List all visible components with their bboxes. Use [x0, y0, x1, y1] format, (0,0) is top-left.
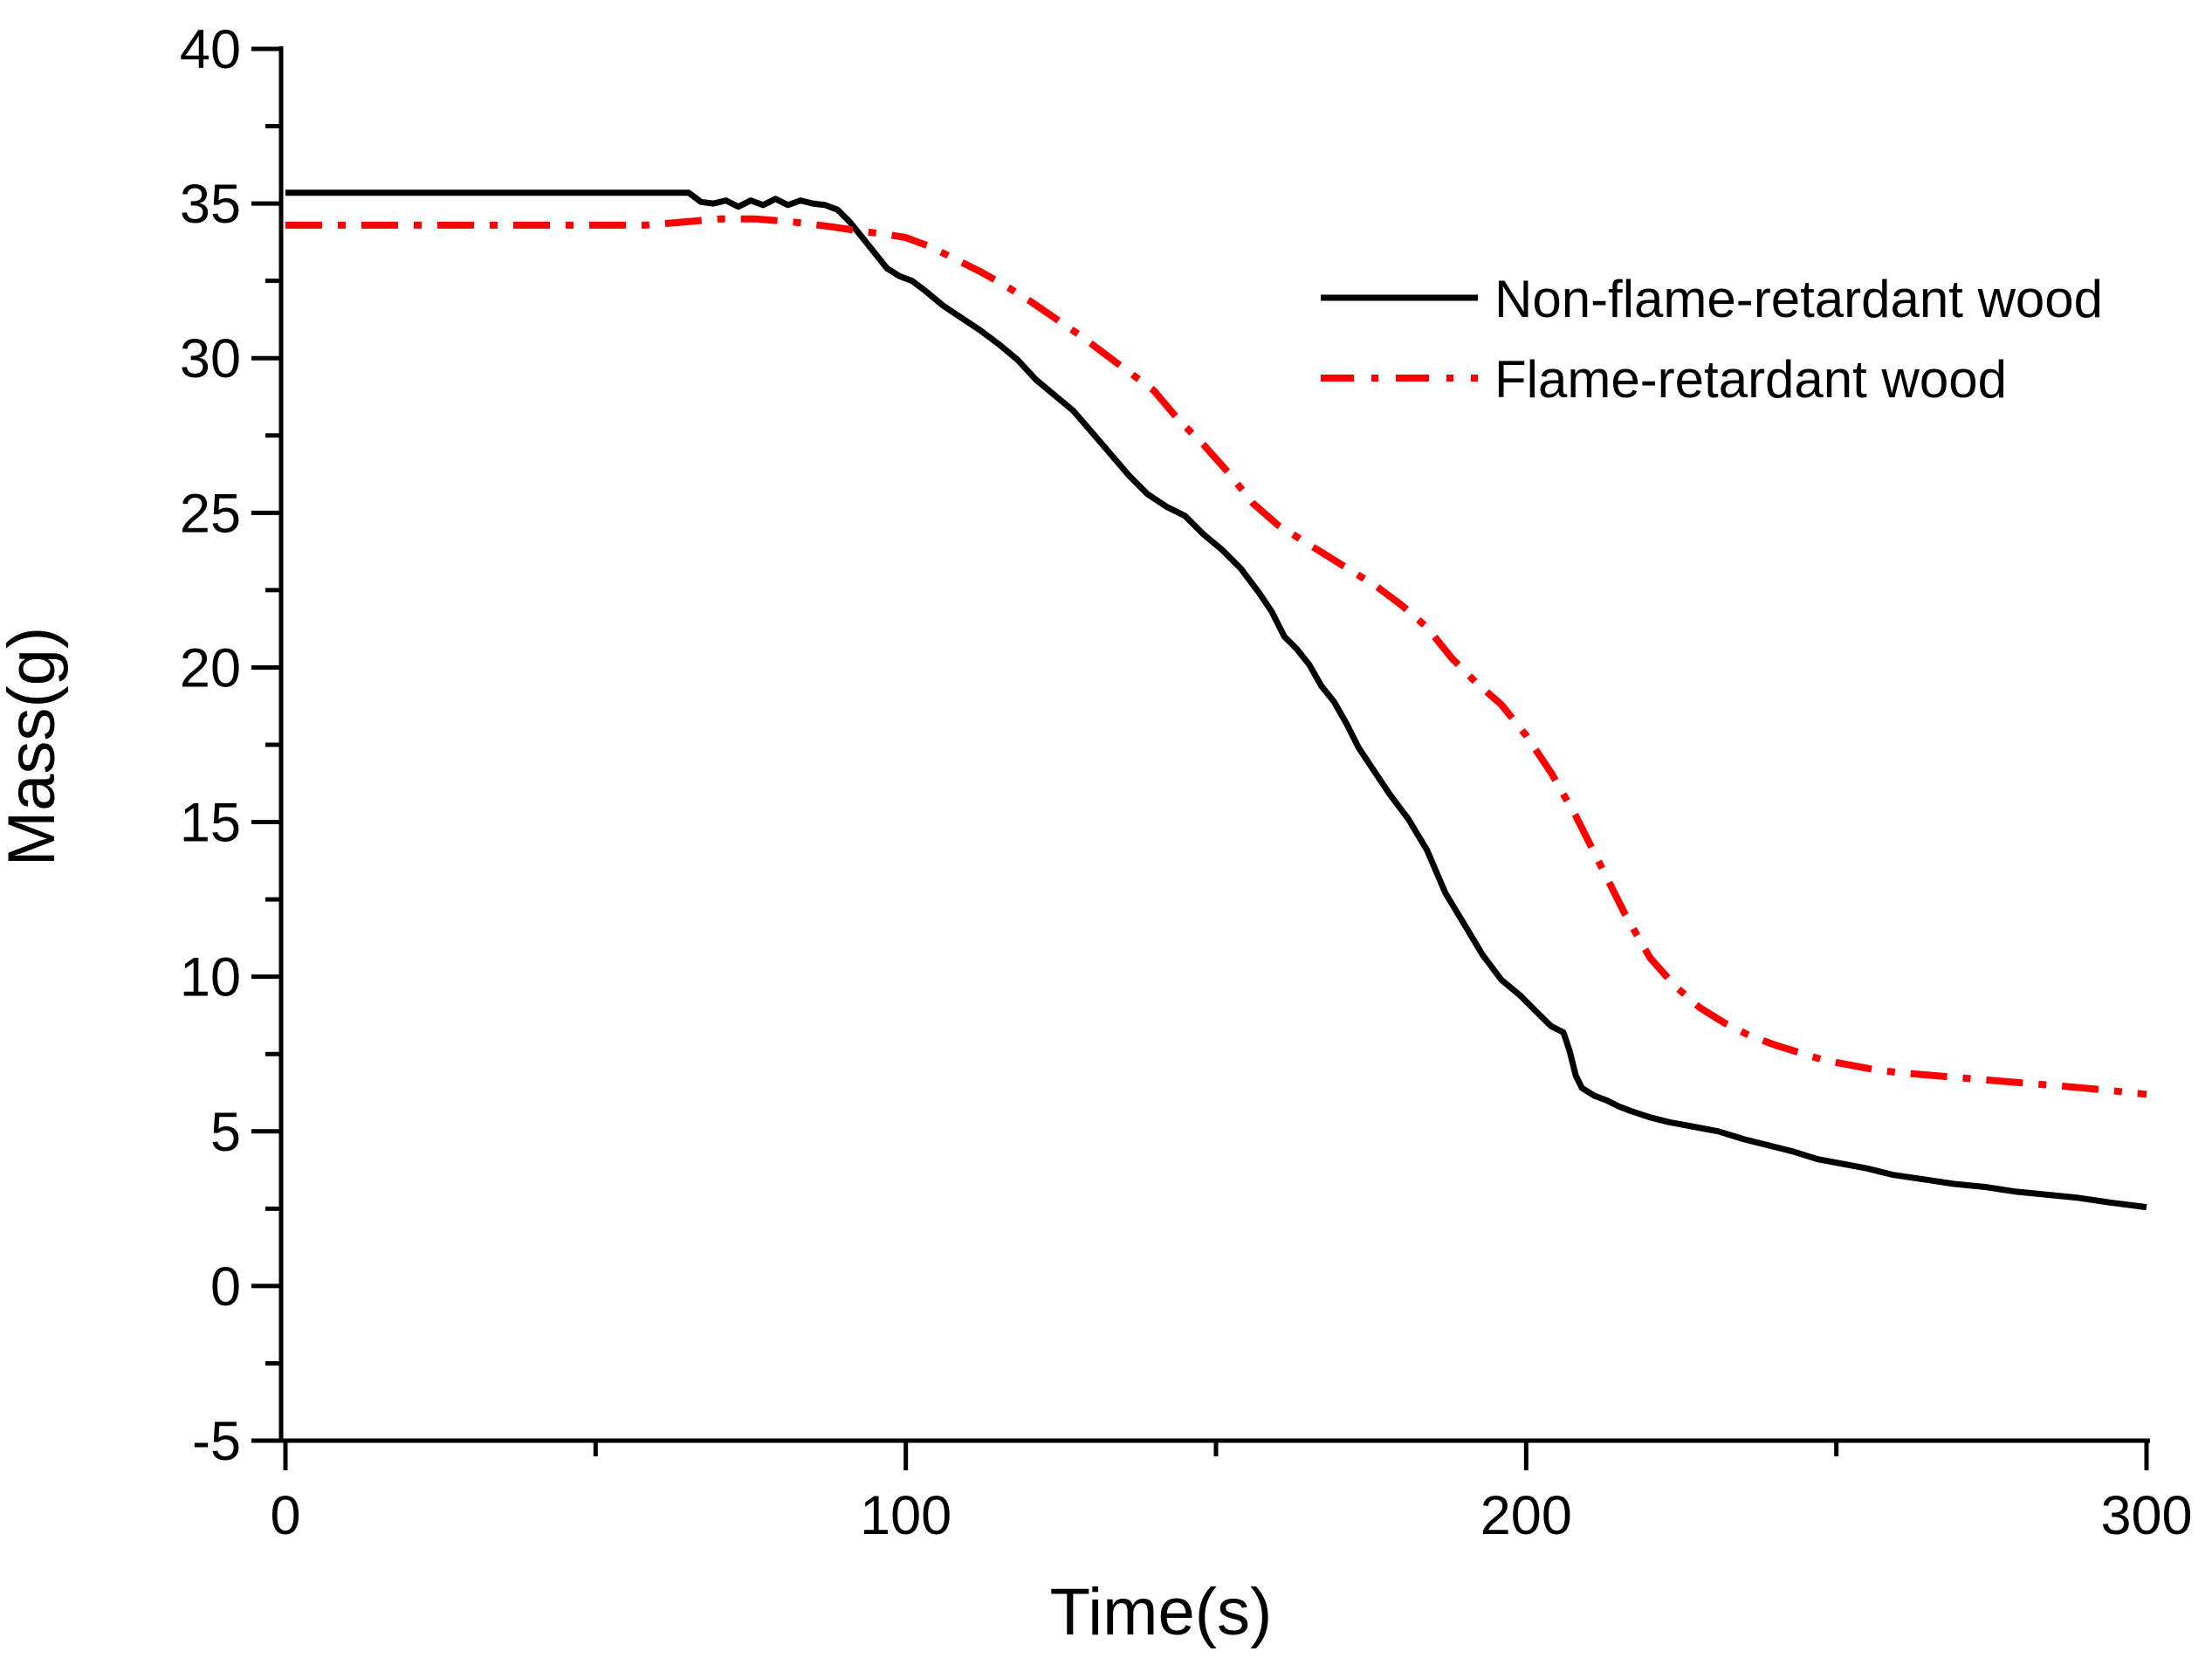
- y-tick-label: 30: [180, 328, 241, 389]
- x-tick-label: 100: [860, 1485, 951, 1546]
- series-line-flame-retardant: [285, 215, 2147, 1098]
- legend-item-non-flame-retardant: Non-flame-retardant wood: [1321, 270, 2103, 328]
- y-axis-title: Mass(g): [0, 627, 69, 866]
- data-series: [285, 189, 2147, 1211]
- x-axis-title: Time(s): [1050, 1575, 1273, 1649]
- y-tick-label: 10: [180, 947, 241, 1008]
- x-tick-label: 300: [2100, 1485, 2192, 1546]
- y-tick-label: 40: [180, 19, 241, 80]
- legend-item-flame-retardant: Flame-retardant wood: [1321, 350, 2007, 409]
- series-line-non-flame-retardant: [285, 189, 2147, 1211]
- legend-label-non-flame-retardant: Non-flame-retardant wood: [1494, 270, 2103, 328]
- y-tick-label: 5: [210, 1102, 241, 1163]
- x-tick-label: 0: [270, 1485, 300, 1546]
- x-tick-label: 200: [1480, 1485, 1572, 1546]
- y-tick-label: 25: [180, 483, 241, 544]
- y-tick-label: 20: [180, 637, 241, 698]
- y-tick-label: 35: [180, 174, 241, 235]
- y-tick-label: -5: [192, 1411, 241, 1472]
- axis-tick-labels: 40 35 30 25 20 15 10 5 0 -5 0 100 200 300: [180, 19, 2193, 1546]
- y-tick-label: 15: [180, 793, 241, 854]
- y-tick-label: 0: [210, 1256, 241, 1318]
- legend: Non-flame-retardant wood Flame-retardant…: [1321, 270, 2103, 409]
- axis-ticks: [251, 46, 2149, 1470]
- legend-label-flame-retardant: Flame-retardant wood: [1494, 350, 2007, 409]
